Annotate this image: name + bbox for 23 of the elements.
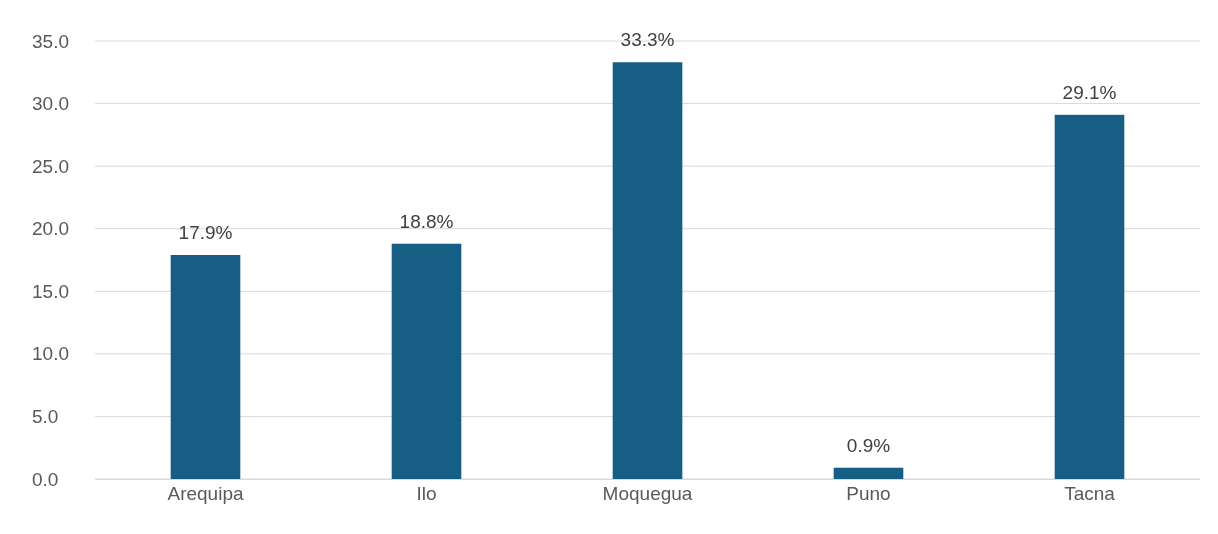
x-tick-label: Ilo — [416, 483, 437, 504]
bar — [1054, 114, 1125, 479]
y-tick-label: 5.0 — [32, 406, 59, 428]
x-tick-label: Tacna — [1064, 483, 1116, 504]
y-tick-label: 25.0 — [32, 155, 69, 177]
bar — [170, 254, 241, 479]
bar — [391, 243, 462, 479]
data-label: 17.9% — [178, 221, 233, 243]
x-tick-label: Puno — [846, 483, 891, 504]
y-tick-label: 15.0 — [32, 280, 69, 302]
data-label: 0.9% — [846, 434, 891, 456]
bar — [612, 62, 683, 479]
data-label: 18.8% — [399, 210, 454, 232]
y-tick-label: 0.0 — [32, 468, 59, 490]
y-tick-label: 20.0 — [32, 218, 69, 240]
x-tick-label: Moquegua — [602, 483, 693, 504]
data-label: 29.1% — [1062, 81, 1117, 103]
y-tick-label: 30.0 — [32, 93, 69, 115]
bar — [833, 467, 904, 479]
y-tick-label: 35.0 — [32, 30, 69, 52]
y-tick-label: 10.0 — [32, 343, 69, 365]
data-label: 33.3% — [620, 29, 675, 51]
x-tick-label: Arequipa — [167, 483, 244, 504]
